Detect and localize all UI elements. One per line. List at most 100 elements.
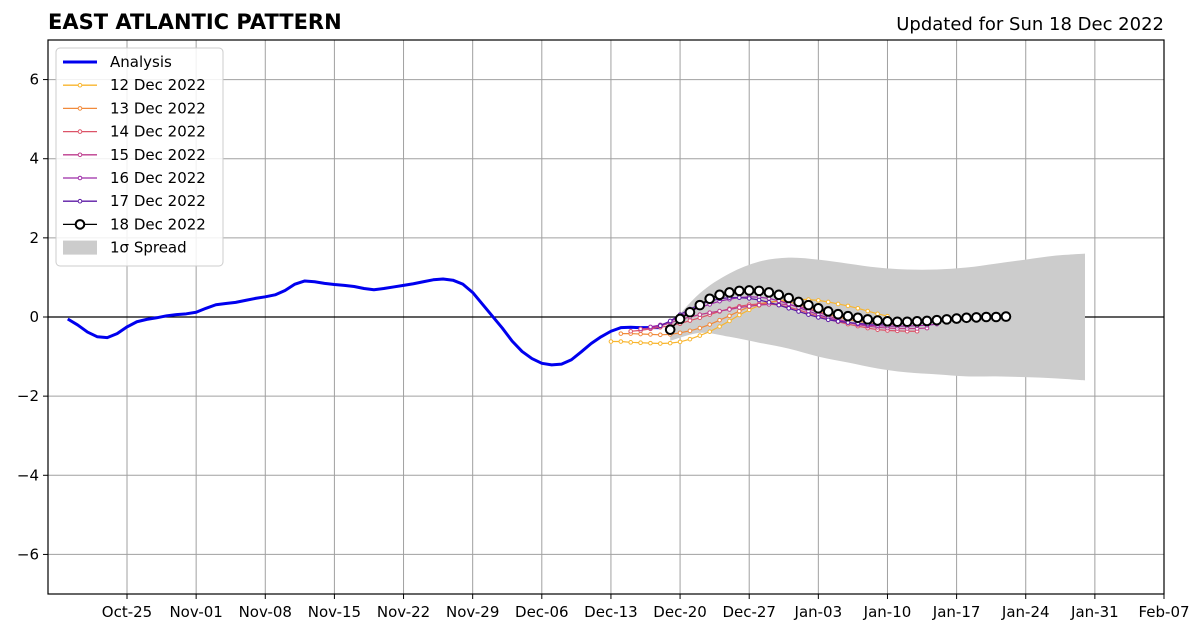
legend-marker: [74, 219, 86, 230]
latest-forecast-point: [704, 293, 715, 305]
y-tick-label: 6: [29, 71, 39, 89]
latest-forecast-point: [664, 324, 676, 335]
forecast-point: [648, 332, 653, 337]
x-tick-label: Dec-13: [584, 603, 638, 621]
x-tick-label: Dec-06: [515, 603, 569, 621]
forecast-point: [746, 304, 752, 309]
latest-forecast-point: [714, 289, 725, 301]
latest-forecast-point: [931, 314, 943, 326]
legend-label: 18 Dec 2022: [110, 215, 206, 233]
latest-forecast-point: [882, 316, 893, 327]
y-tick-label: 0: [29, 308, 39, 326]
plot-area: Oct-25 Nov-01 Nov-08 Nov-15 Nov-22 Nov-29 Dec-…: [17, 39, 1190, 621]
legend-entry: 12 Dec 2022: [63, 76, 206, 94]
latest-forecast-point: [684, 306, 696, 318]
forecast-point: [667, 318, 673, 324]
latest-forecast-point: [813, 302, 824, 314]
legend-marker: [77, 175, 83, 181]
forecast-point: [806, 312, 811, 317]
latest-forecast-point: [842, 310, 854, 322]
latest-forecast-point: [951, 313, 962, 324]
legend-label: 17 Dec 2022: [110, 192, 206, 210]
forecast-point: [737, 308, 742, 314]
legend-swatch: [63, 240, 97, 255]
forecast-point: [737, 312, 742, 318]
forecast-point: [628, 328, 633, 334]
forecast-point: [816, 298, 821, 303]
x-tick-label: Dec-27: [722, 603, 776, 621]
analysis-line: [66, 277, 661, 367]
latest-forecast-point: [694, 299, 706, 311]
forecast-point: [648, 340, 653, 346]
forecast-point: [638, 331, 643, 337]
latest-forecast-point: [1000, 311, 1012, 322]
latest-forecast-point: [783, 292, 795, 304]
forecast-point: [717, 317, 722, 323]
forecast-point: [835, 301, 841, 307]
legend-marker: [77, 129, 83, 134]
forecast-point: [875, 311, 880, 317]
latest-forecast-point: [911, 316, 923, 327]
chart-title: EAST ATLANTIC PATTERN: [48, 10, 342, 34]
x-tick-label: Oct-25: [102, 603, 152, 621]
forecast-point: [707, 310, 712, 315]
forecast-point: [658, 341, 663, 346]
forecast-point: [756, 302, 762, 308]
forecast-point: [687, 336, 693, 342]
forecast-point: [658, 332, 663, 338]
forecast-point: [855, 305, 861, 311]
forecast-point: [697, 333, 703, 338]
legend-label: 1σ Spread: [110, 239, 187, 257]
legend-label: 16 Dec 2022: [110, 169, 206, 187]
latest-forecast-point: [763, 287, 775, 298]
latest-forecast-point: [734, 285, 745, 297]
latest-forecast-point: [773, 289, 785, 301]
forecast-point: [816, 315, 821, 320]
forecast-point: [658, 323, 663, 329]
x-tick-label: Jan-31: [1070, 603, 1119, 621]
latest-forecast-point: [980, 311, 992, 323]
legend-label: 12 Dec 2022: [110, 76, 206, 94]
x-tick-label: Jan-17: [932, 603, 981, 621]
forecast-point: [786, 305, 792, 311]
plot-frame: [47, 39, 1165, 595]
x-tick-label: Nov-22: [377, 603, 430, 621]
forecast-point: [845, 303, 851, 309]
forecast-point: [628, 340, 633, 345]
latest-forecast-point: [990, 311, 1002, 323]
latest-forecast-point: [901, 316, 913, 328]
forecast-point: [776, 302, 782, 308]
y-tick-label: −4: [17, 466, 39, 484]
forecast-point: [687, 318, 693, 323]
data-layer: [66, 253, 1085, 381]
forecast-point: [766, 300, 772, 305]
x-tick-label: Feb-07: [1138, 603, 1189, 621]
legend-label: 13 Dec 2022: [110, 99, 206, 117]
latest-forecast-point: [724, 287, 735, 298]
x-tick-label: Dec-20: [653, 603, 707, 621]
forecast-point: [717, 308, 722, 314]
forecast-point: [638, 340, 643, 346]
latest-forecast-point: [892, 316, 903, 328]
forecast-point: [638, 326, 643, 332]
forecast-point: [756, 297, 762, 303]
latest-forecast-point: [743, 285, 755, 296]
y-tick-label: −2: [17, 387, 39, 405]
forecast-point: [737, 295, 742, 300]
legend-marker: [77, 198, 83, 204]
y-tick-label: −6: [17, 545, 39, 563]
latest-forecast-point: [862, 314, 874, 325]
latest-forecast-point: [822, 306, 834, 317]
latest-forecast-point: [971, 312, 982, 323]
latest-forecast-point: [803, 299, 814, 311]
legend: Analysis 12 Dec 2022 13 Dec 2022 14 Dec 202…: [55, 47, 224, 267]
forecast-point: [865, 308, 871, 314]
y-tick-label: 4: [29, 150, 39, 168]
forecast-point: [796, 309, 801, 314]
forecast-point: [727, 318, 732, 324]
updated-label: Updated for Sun 18 Dec 2022: [896, 14, 1164, 35]
x-tick-label: Nov-08: [239, 603, 292, 621]
forecast-point: [677, 339, 683, 345]
forecast-point: [707, 329, 712, 334]
